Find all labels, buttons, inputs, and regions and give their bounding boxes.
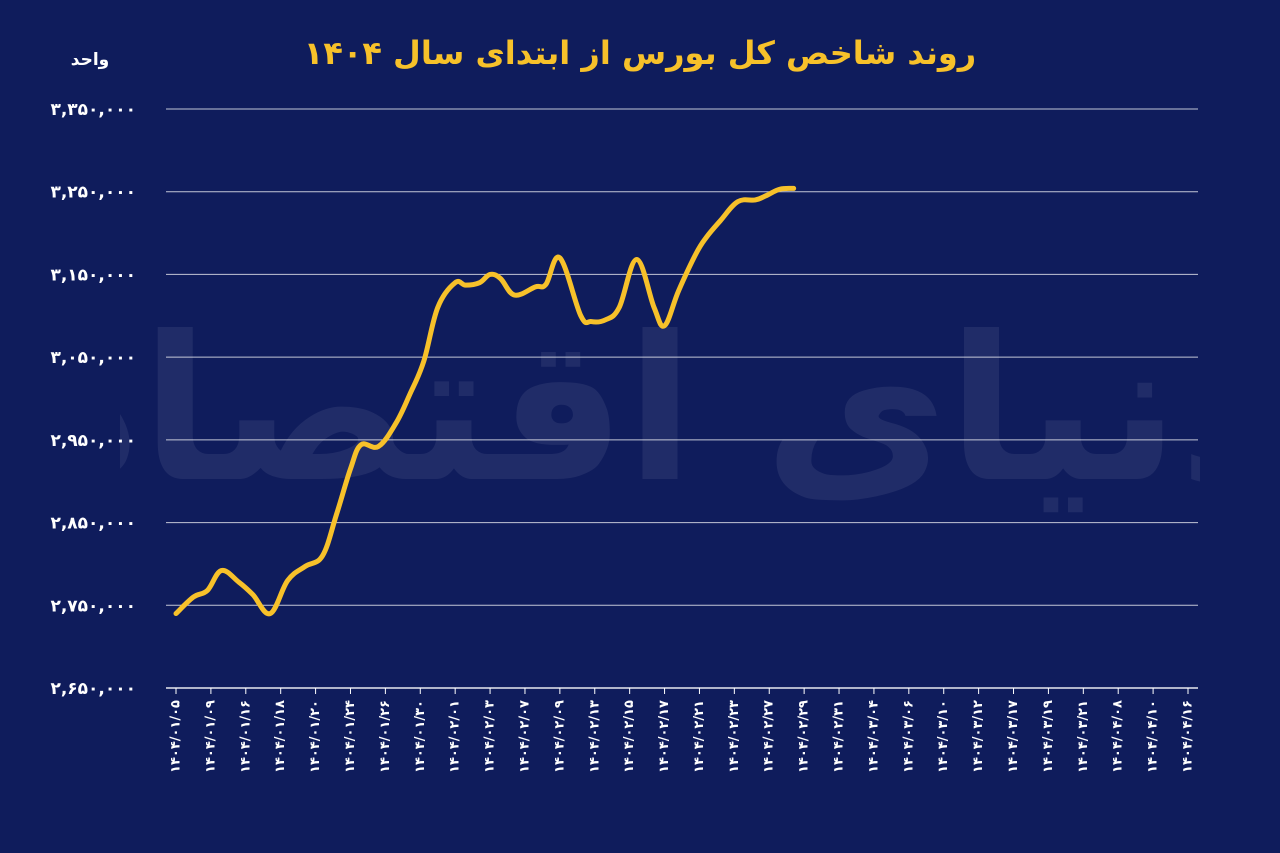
- x-tick-label: ۱۴۰۴/۰۱/۳۰: [413, 700, 428, 773]
- x-tick-label: ۱۴۰۴/۰۲/۱۵: [622, 700, 637, 773]
- series-line: [173, 185, 797, 617]
- series-layer: [173, 185, 797, 617]
- x-tick-label: ۱۴۰۴/۰۱/۰۵: [169, 700, 184, 773]
- x-tick-label: ۱۴۰۴/۰۲/۰۳: [483, 700, 498, 773]
- x-tick-label: ۱۴۰۴/۰۲/۱۷: [657, 700, 672, 773]
- y-axis-ticks: ۲,۶۵۰,۰۰۰ ۲,۷۵۰,۰۰۰ ۲,۸۵۰,۰۰۰ ۲,۹۵۰,۰۰۰ ۳,۰۵…: [50, 100, 136, 699]
- x-tick-label: ۱۴۰۴/۰۴/۰۸: [1111, 700, 1126, 773]
- y-tick-label: ۲,۹۵۰,۰۰۰: [50, 431, 136, 451]
- x-tick-label: ۱۴۰۴/۰۳/۱۹: [1041, 700, 1056, 773]
- x-tick-label: ۱۴۰۴/۰۴/۱۰: [1146, 700, 1161, 773]
- x-tick-label: ۱۴۰۴/۰۳/۱۰: [936, 700, 951, 773]
- x-tick-label: ۱۴۰۴/۰۳/۱۲: [971, 700, 986, 773]
- x-tick-label: ۱۴۰۴/۰۲/۰۱: [448, 700, 463, 773]
- x-tick-label: ۱۴۰۴/۰۲/۲۳: [727, 700, 742, 773]
- y-axis-unit-label: واحد: [70, 50, 110, 70]
- chart-title: روند شاخص کل بورس از ابتدای سال ۱۴۰۴: [303, 34, 977, 72]
- x-tick-label: ۱۴۰۴/۰۱/۲۰: [308, 700, 323, 773]
- x-tick-label: ۱۴۰۴/۰۱/۱۸: [273, 700, 288, 773]
- x-tick-label: ۱۴۰۴/۰۴/۱۶: [1181, 700, 1196, 773]
- x-tick-label: ۱۴۰۴/۰۲/۲۹: [797, 700, 812, 773]
- y-tick-label: ۳,۱۵۰,۰۰۰: [50, 265, 136, 285]
- x-tick-label: ۱۴۰۴/۰۲/۰۹: [552, 700, 567, 773]
- x-axis-ticks: ۱۴۰۴/۰۱/۰۵ ۱۴۰۴/۰۱/۰۹ ۱۴۰۴/۰۱/۱۶ ۱۴۰۴/۰۱/۱۸…: [169, 688, 1196, 773]
- x-tick-label: ۱۴۰۴/۰۱/۲۶: [378, 700, 393, 773]
- x-tick-label: ۱۴۰۴/۰۳/۰۶: [901, 700, 916, 773]
- grid-lines: [166, 108, 1198, 689]
- x-tick-label: ۱۴۰۴/۰۳/۰۴: [866, 700, 881, 773]
- x-tick-label: ۱۴۰۴/۰۲/۳۱: [832, 700, 847, 773]
- x-tick-label: ۱۴۰۴/۰۲/۲۱: [692, 700, 707, 773]
- x-tick-label: ۱۴۰۴/۰۲/۱۳: [587, 700, 602, 773]
- y-tick-label: ۳,۳۵۰,۰۰۰: [50, 100, 136, 120]
- x-tick-label: ۱۴۰۴/۰۲/۲۷: [762, 700, 777, 773]
- x-tick-label: ۱۴۰۴/۰۱/۲۴: [343, 700, 358, 773]
- x-tick-label: ۱۴۰۴/۰۳/۲۱: [1076, 700, 1091, 773]
- x-tick-label: ۱۴۰۴/۰۱/۱۶: [238, 700, 253, 773]
- y-tick-label: ۳,۲۵۰,۰۰۰: [50, 183, 136, 203]
- x-tick-label: ۱۴۰۴/۰۲/۰۷: [517, 700, 532, 773]
- y-tick-label: ۲,۶۵۰,۰۰۰: [50, 679, 136, 699]
- y-tick-label: ۳,۰۵۰,۰۰۰: [50, 348, 136, 368]
- y-tick-label: ۲,۸۵۰,۰۰۰: [50, 514, 136, 534]
- x-tick-label: ۱۴۰۴/۰۱/۰۹: [203, 700, 218, 773]
- y-tick-label: ۲,۷۵۰,۰۰۰: [50, 596, 136, 616]
- x-tick-label: ۱۴۰۴/۰۳/۱۷: [1006, 700, 1021, 773]
